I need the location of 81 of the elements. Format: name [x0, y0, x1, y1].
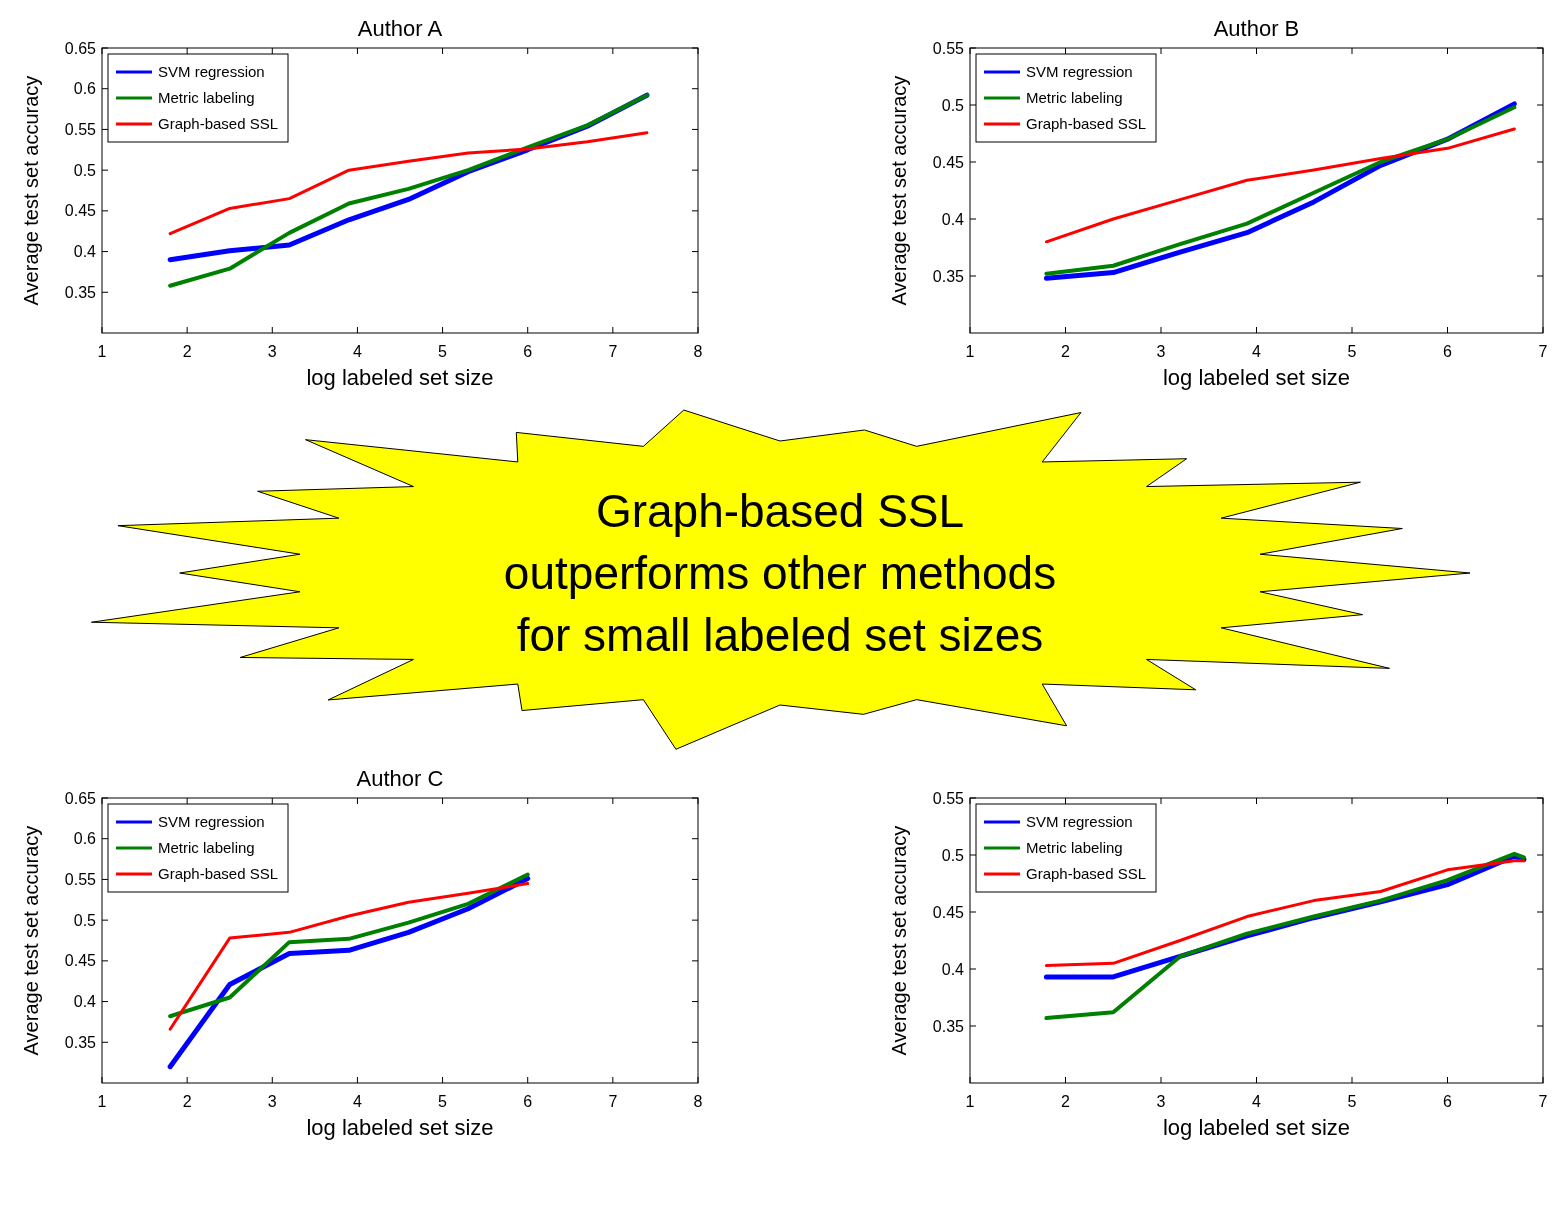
x-tick-label: 1 [97, 343, 107, 360]
y-tick-label: 0.35 [932, 267, 965, 285]
chart-title: Author A [357, 16, 443, 41]
x-tick-label: 7 [1538, 1093, 1548, 1110]
y-tick-label: 0.45 [64, 202, 97, 220]
y-tick-label: 0.5 [941, 96, 965, 114]
text: outperforms other methods [503, 547, 1057, 600]
y-tick-label: 0.5 [73, 911, 97, 929]
x-tick-label: 7 [608, 343, 618, 360]
x-tick-label: 4 [1252, 1093, 1262, 1110]
x-tick-label: 7 [608, 1093, 618, 1110]
y-tick-label: 0.35 [64, 283, 97, 301]
x-tick-label: 5 [1347, 1093, 1357, 1110]
x-tick-label: 2 [182, 1093, 192, 1110]
y-tick-label: 0.35 [64, 1033, 97, 1051]
x-tick-label: 1 [97, 1093, 107, 1110]
x-tick-label: 1 [965, 1093, 975, 1110]
y-axis-title: Average test set accuracy [888, 75, 910, 306]
legend-label: SVM regression [1026, 813, 1133, 831]
x-tick-label: 2 [182, 343, 192, 360]
y-axis-title: Average test set accuracy [20, 825, 42, 1056]
y-tick-label: 0.45 [932, 903, 965, 921]
y-tick-label: 0.6 [73, 80, 97, 98]
text: Graph-based SSL [595, 485, 965, 538]
y-tick-label: 0.65 [64, 39, 97, 57]
legend-label: Graph-based SSL [158, 865, 279, 883]
y-tick-label: 0.55 [64, 121, 97, 139]
y-tick-label: 0.4 [941, 960, 965, 978]
x-tick-label: 8 [693, 343, 703, 360]
y-tick-label: 0.55 [64, 871, 97, 889]
x-tick-label: 3 [1156, 1093, 1166, 1110]
y-tick-label: 0.55 [932, 39, 965, 57]
y-axis-title: Average test set accuracy [20, 75, 42, 306]
legend-label: Graph-based SSL [1026, 115, 1147, 133]
x-tick-label: 2 [1061, 1093, 1071, 1110]
y-axis-title: Average test set accuracy [888, 825, 910, 1056]
x-axis-title: log labeled set size [306, 1115, 494, 1140]
x-axis-title: log labeled set size [306, 365, 494, 390]
x-tick-label: 6 [523, 1093, 533, 1110]
y-tick-label: 0.5 [73, 161, 97, 179]
legend-label: Metric labeling [158, 89, 255, 107]
y-tick-label: 0.35 [932, 1017, 965, 1035]
y-tick-label: 0.4 [941, 210, 965, 228]
legend-label: Graph-based SSL [158, 115, 279, 133]
x-tick-label: 7 [1538, 343, 1548, 360]
x-tick-label: 8 [693, 1093, 703, 1110]
legend-label: Metric labeling [1026, 839, 1123, 857]
legend-label: Graph-based SSL [1026, 865, 1147, 883]
legend-label: Metric labeling [1026, 89, 1123, 107]
x-tick-label: 4 [352, 1093, 362, 1110]
x-tick-label: 6 [1443, 343, 1453, 360]
x-tick-label: 4 [1252, 343, 1262, 360]
x-axis-title: log labeled set size [1162, 1115, 1351, 1140]
x-tick-label: 5 [1347, 343, 1357, 360]
text: for small labeled set sizes [516, 609, 1044, 662]
line-series [168, 131, 649, 236]
chart-title: Author B [1213, 16, 1300, 41]
y-tick-label: 0.4 [73, 993, 97, 1011]
y-tick-label: 0.45 [64, 952, 97, 970]
x-axis-title: log labeled set size [1162, 365, 1351, 390]
x-tick-label: 3 [267, 343, 277, 360]
x-tick-label: 1 [965, 343, 975, 360]
y-tick-label: 0.45 [932, 153, 965, 171]
x-tick-label: 5 [438, 1093, 448, 1110]
x-tick-label: 6 [1443, 1093, 1453, 1110]
x-tick-label: 6 [523, 343, 533, 360]
legend-label: SVM regression [1026, 63, 1133, 81]
x-tick-label: 5 [438, 343, 448, 360]
y-tick-label: 0.55 [932, 789, 965, 807]
x-tick-label: 3 [1156, 343, 1166, 360]
chart-title: Author C [356, 766, 444, 791]
y-tick-label: 0.5 [941, 846, 965, 864]
y-tick-label: 0.6 [73, 830, 97, 848]
y-tick-label: 0.4 [73, 243, 97, 261]
legend-label: Metric labeling [158, 839, 255, 857]
x-tick-label: 4 [352, 343, 362, 360]
x-tick-label: 2 [1061, 343, 1071, 360]
x-tick-label: 3 [267, 1093, 277, 1110]
legend-label: SVM regression [158, 813, 265, 831]
legend-label: SVM regression [158, 63, 265, 81]
y-tick-label: 0.65 [64, 789, 97, 807]
